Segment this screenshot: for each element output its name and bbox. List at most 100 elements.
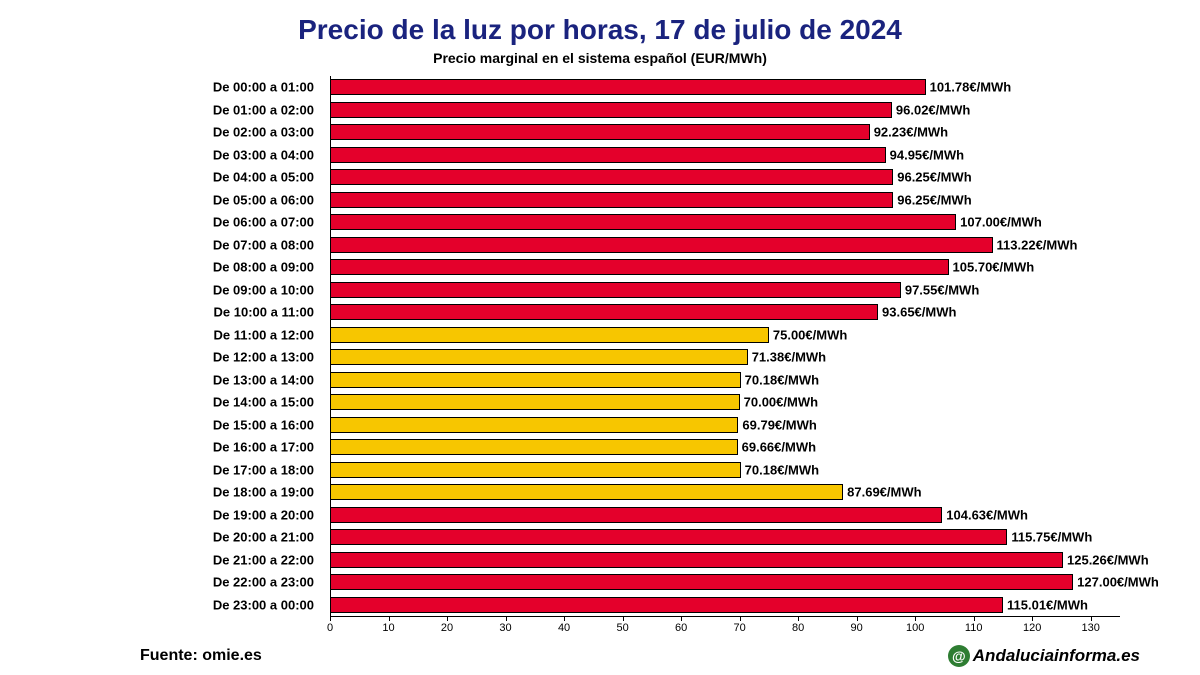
hour-label: De 02:00 a 03:00 [213, 125, 314, 140]
hour-label: De 21:00 a 22:00 [213, 552, 314, 567]
price-bar [330, 304, 878, 320]
watermark: @ Andaluciainforma.es [948, 645, 1140, 667]
price-bar [330, 552, 1063, 568]
x-tick [681, 616, 682, 621]
price-bar [330, 147, 886, 163]
x-tick-label: 100 [906, 622, 924, 634]
hour-label: De 01:00 a 02:00 [213, 102, 314, 117]
price-bar [330, 439, 738, 455]
price-bar [330, 597, 1003, 613]
price-value-label: 94.95€/MWh [890, 147, 964, 162]
x-tick [915, 616, 916, 621]
price-bar [330, 462, 741, 478]
price-value-label: 107.00€/MWh [960, 215, 1042, 230]
source-text: Fuente: omie.es [140, 647, 262, 665]
price-value-label: 97.55€/MWh [905, 282, 979, 297]
price-bar [330, 372, 741, 388]
x-tick-label: 50 [616, 622, 628, 634]
price-bar [330, 349, 748, 365]
price-value-label: 101.78€/MWh [930, 80, 1012, 95]
price-value-label: 69.66€/MWh [742, 440, 816, 455]
x-tick-label: 30 [499, 622, 511, 634]
hour-label: De 18:00 a 19:00 [213, 485, 314, 500]
hour-label: De 20:00 a 21:00 [213, 530, 314, 545]
price-value-label: 96.02€/MWh [896, 102, 970, 117]
price-value-label: 92.23€/MWh [874, 125, 948, 140]
price-bar [330, 327, 769, 343]
x-tick [506, 616, 507, 621]
price-bar [330, 417, 738, 433]
hour-label: De 13:00 a 14:00 [213, 372, 314, 387]
x-tick-label: 10 [382, 622, 394, 634]
hour-label: De 23:00 a 00:00 [213, 597, 314, 612]
chart-plot-area: 101.78€/MWh 96.02€/MWh 92.23€/MWh 94.95€/MW… [330, 76, 1120, 616]
x-tick [1032, 616, 1033, 621]
x-tick-label: 60 [675, 622, 687, 634]
price-value-label: 93.65€/MWh [882, 305, 956, 320]
price-value-label: 125.26€/MWh [1067, 552, 1149, 567]
hour-label: De 17:00 a 18:00 [213, 462, 314, 477]
hour-label: De 07:00 a 08:00 [213, 237, 314, 252]
watermark-text: Andaluciainforma.es [973, 646, 1140, 666]
price-bar [330, 102, 892, 118]
x-tick-label: 90 [851, 622, 863, 634]
hour-label: De 10:00 a 11:00 [214, 305, 314, 320]
price-bar [330, 214, 956, 230]
hour-label: De 14:00 a 15:00 [213, 395, 314, 410]
price-bar [330, 282, 901, 298]
price-value-label: 96.25€/MWh [897, 170, 971, 185]
x-tick [857, 616, 858, 621]
price-bar [330, 169, 893, 185]
x-tick-label: 40 [558, 622, 570, 634]
x-tick-label: 70 [734, 622, 746, 634]
price-value-label: 71.38€/MWh [752, 350, 826, 365]
x-tick [447, 616, 448, 621]
y-axis-labels: De 00:00 a 01:00 De 01:00 a 02:00 De 02:00… [0, 76, 322, 616]
price-value-label: 70.18€/MWh [745, 372, 819, 387]
hour-label: De 04:00 a 05:00 [213, 170, 314, 185]
hour-label: De 15:00 a 16:00 [213, 417, 314, 432]
x-tick [623, 616, 624, 621]
chart-title: Precio de la luz por horas, 17 de julio … [0, 0, 1200, 46]
x-tick-label: 80 [792, 622, 804, 634]
price-bar [330, 484, 843, 500]
price-value-label: 87.69€/MWh [847, 485, 921, 500]
price-value-label: 70.00€/MWh [744, 395, 818, 410]
price-bar [330, 124, 870, 140]
price-bar [330, 79, 926, 95]
price-bar [330, 574, 1073, 590]
price-value-label: 115.75€/MWh [1011, 530, 1092, 545]
x-axis: 0102030405060708090100110120130 [330, 616, 1120, 636]
hour-label: De 05:00 a 06:00 [213, 192, 314, 207]
hour-label: De 06:00 a 07:00 [213, 215, 314, 230]
x-tick-label: 130 [1082, 622, 1100, 634]
price-value-label: 115.01€/MWh [1007, 597, 1088, 612]
x-tick [389, 616, 390, 621]
x-tick [1091, 616, 1092, 621]
x-tick [974, 616, 975, 621]
price-bar [330, 507, 942, 523]
price-value-label: 105.70€/MWh [953, 260, 1035, 275]
x-tick-label: 0 [327, 622, 333, 634]
hour-label: De 16:00 a 17:00 [213, 440, 314, 455]
price-value-label: 75.00€/MWh [773, 327, 847, 342]
y-axis-line [330, 76, 331, 616]
price-value-label: 70.18€/MWh [745, 462, 819, 477]
price-value-label: 113.22€/MWh [997, 237, 1078, 252]
x-tick [564, 616, 565, 621]
x-tick [330, 616, 331, 621]
hour-label: De 08:00 a 09:00 [213, 260, 314, 275]
x-tick-label: 20 [441, 622, 453, 634]
hour-label: De 00:00 a 01:00 [213, 80, 314, 95]
price-bar [330, 529, 1007, 545]
price-bar [330, 237, 993, 253]
price-value-label: 104.63€/MWh [946, 507, 1028, 522]
hour-label: De 12:00 a 13:00 [213, 350, 314, 365]
price-value-label: 96.25€/MWh [897, 192, 971, 207]
price-value-label: 69.79€/MWh [742, 417, 816, 432]
price-bar [330, 394, 740, 410]
hour-label: De 11:00 a 12:00 [214, 327, 314, 342]
x-tick [740, 616, 741, 621]
footer: Fuente: omie.es @ Andaluciainforma.es [0, 645, 1200, 667]
hour-label: De 19:00 a 20:00 [213, 507, 314, 522]
